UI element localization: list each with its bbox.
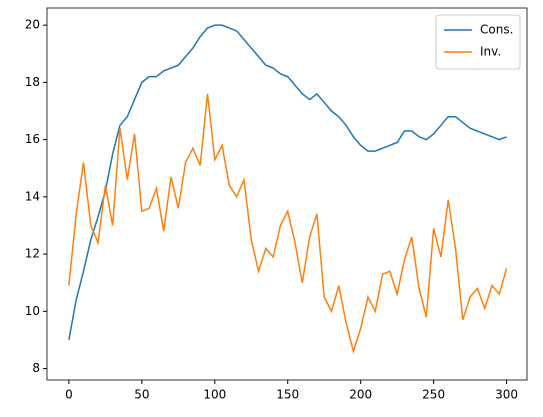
x-tick-label: 100 xyxy=(203,388,226,402)
y-tick-label: 12 xyxy=(25,247,40,261)
y-tick-label: 14 xyxy=(25,189,40,203)
y-tick-label: 20 xyxy=(25,18,40,32)
x-tick-label: 200 xyxy=(349,388,372,402)
legend-label: Cons. xyxy=(480,23,513,37)
legend-label: Inv. xyxy=(480,45,501,59)
series-line xyxy=(68,93,508,355)
x-tick-label: 300 xyxy=(495,388,518,402)
x-tick-label: 150 xyxy=(276,388,299,402)
y-tick-label: 16 xyxy=(25,132,40,146)
x-tick-label: 250 xyxy=(422,388,445,402)
legend-box xyxy=(435,14,521,70)
series-line xyxy=(68,24,507,341)
x-tick-label: 0 xyxy=(65,388,73,402)
y-tick-label: 10 xyxy=(25,304,40,318)
plot-frame xyxy=(46,7,528,381)
y-tick-label: 8 xyxy=(32,361,40,375)
y-tick-label: 18 xyxy=(25,75,40,89)
x-tick-label: 50 xyxy=(134,388,149,402)
